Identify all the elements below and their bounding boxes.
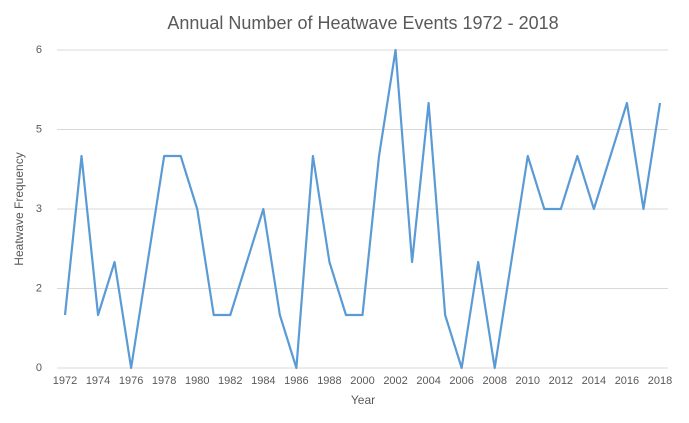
x-tick-label: 1974 — [86, 375, 110, 387]
y-tick-label: 3 — [36, 203, 42, 215]
x-tick-label: 2016 — [615, 375, 639, 387]
y-axis-label: Heatwave Frequency — [12, 152, 26, 265]
x-tick-label: 2008 — [482, 375, 506, 387]
x-tick-label: 2004 — [416, 375, 440, 387]
y-tick-label: 2 — [36, 282, 42, 294]
x-tick-label: 1988 — [317, 375, 341, 387]
x-tick-label: 2000 — [350, 375, 374, 387]
y-tick-label: 0 — [36, 362, 42, 374]
chart-title: Annual Number of Heatwave Events 1972 - … — [167, 13, 558, 33]
x-tick-label: 1980 — [185, 375, 209, 387]
x-tick-label: 1976 — [119, 375, 143, 387]
x-tick-label: 1972 — [53, 375, 77, 387]
data-line — [63, 48, 662, 370]
y-tick-label: 5 — [36, 123, 42, 135]
x-tick-label: 2006 — [449, 375, 473, 387]
x-tick-label: 2018 — [648, 375, 672, 387]
y-tick-label: 6 — [36, 44, 42, 56]
x-axis-label: Year — [351, 393, 375, 407]
x-tick-label: 1984 — [251, 375, 275, 387]
x-tick-label: 2002 — [383, 375, 407, 387]
x-tick-label: 1978 — [152, 375, 176, 387]
x-tick-label: 2010 — [516, 375, 540, 387]
x-tick-label: 1986 — [284, 375, 308, 387]
x-tick-label: 2014 — [582, 375, 606, 387]
x-tick-label: 1982 — [218, 375, 242, 387]
x-tick-label: 2012 — [549, 375, 573, 387]
